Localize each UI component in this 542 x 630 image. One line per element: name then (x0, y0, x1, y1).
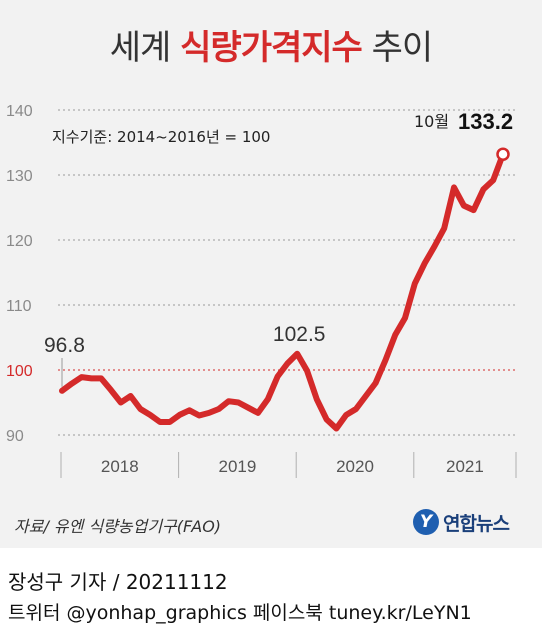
title-part-1: 세계 (109, 28, 181, 68)
yonhap-logo-text: 연합뉴스 (443, 512, 510, 535)
title-part-2: 식량가격지수 (180, 28, 363, 68)
yonhap-logo-mark: Y (413, 509, 439, 535)
latest-point-marker (496, 147, 510, 161)
y-tick-label: 120 (6, 233, 33, 250)
annotation-latest-value: 133.2 (458, 109, 513, 134)
x-year-label: 2019 (218, 457, 256, 476)
credit-date: 20211112 (125, 570, 228, 594)
y-tick-label: 130 (6, 168, 33, 185)
y-tick-label: 90 (6, 428, 24, 445)
annotation-label: 102.5 (273, 323, 326, 346)
title-part-3: 추이 (361, 28, 434, 68)
line-chart: 90 100 110 120 130 140 지수기준: 2014~2016년 = 100 2… (6, 103, 517, 478)
annotation-month-label: 10월 (414, 112, 449, 131)
credit-line-2: 트위터 @yonhap_graphics 페이스북 tuney.kr/LeYN1 (8, 602, 472, 624)
x-year-label: 2018 (101, 457, 139, 476)
series-line (59, 151, 506, 432)
y-tick-label: 140 (6, 103, 33, 120)
annotation-label: 96.8 (44, 334, 85, 357)
x-year-label: 2021 (446, 457, 484, 476)
infographic-card: 세계 식량가격지수 추이 90 100 110 120 130 140 지수기준: 2014… (0, 0, 542, 548)
source-note: 자료/ 유엔 식량농업기구(FAO) (14, 517, 222, 536)
credit-line-1: 장성구 기자 / 20211112 (8, 566, 228, 595)
credit-author: 장성구 기자 / (8, 570, 120, 594)
y-tick-label: 110 (6, 298, 32, 315)
yonhap-logo: Y 연합뉴스 (413, 505, 510, 539)
base-note: 지수기준: 2014~2016년 = 100 (52, 128, 270, 146)
chart-title: 세계 식량가격지수 추이 (0, 20, 542, 69)
y-tick-label: 100 (6, 363, 33, 380)
x-year-label: 2020 (336, 457, 374, 476)
